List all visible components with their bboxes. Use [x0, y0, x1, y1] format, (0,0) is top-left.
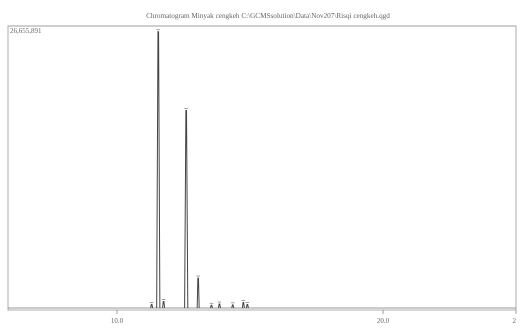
x-tick-label-1: 10.0 [111, 317, 124, 325]
chart-title: Chromatogram Minyak cengkeh C:\GCMSsolut… [146, 12, 390, 20]
peak-6 [209, 304, 213, 309]
peak-5 [196, 277, 200, 309]
chromatogram-peaks [8, 29, 516, 309]
peak-8 [231, 304, 235, 309]
x-tick-label-3: 2 [513, 317, 517, 325]
peak-7 [217, 303, 221, 309]
peak-4 [184, 110, 189, 309]
plot-frame [7, 25, 517, 311]
y-max-label: 26,655,891 [10, 27, 42, 35]
peak-9 [241, 302, 245, 309]
peak-3 [162, 300, 166, 309]
peak-2 [156, 31, 161, 309]
x-axis-ticks: 10.0 20.0 2 [111, 310, 517, 325]
peak-1 [150, 303, 154, 309]
peak-10 [245, 304, 249, 309]
x-tick-label-2: 20.0 [377, 317, 390, 325]
